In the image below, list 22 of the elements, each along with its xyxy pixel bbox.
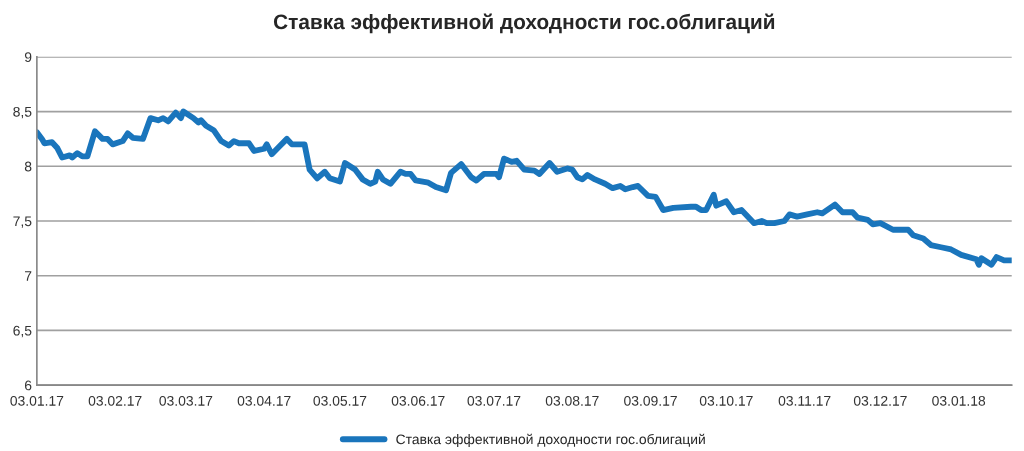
y-tick-label: 7 — [24, 271, 32, 281]
legend-label: Ставка эффективной доходности гос.облигаций — [396, 433, 705, 447]
x-tick-label: 03.06.17 — [391, 395, 445, 406]
x-tick-label: 03.01.17 — [10, 395, 64, 406]
x-tick-label: 03.07.17 — [467, 395, 521, 406]
y-tick-label: 8,5 — [13, 106, 32, 119]
x-tick-label: 03.04.17 — [237, 395, 291, 406]
chart-title: Ставка эффективной доходности гос.облигаций — [273, 13, 775, 34]
x-tick-label: 03.02.17 — [88, 395, 142, 406]
y-tick-label: 8 — [24, 161, 32, 172]
y-tick-label: 6,5 — [13, 325, 32, 338]
x-tick-label: 03.05.17 — [313, 395, 367, 406]
y-tick-label: 7,5 — [13, 216, 32, 228]
y-tick-label: 6 — [24, 380, 32, 391]
x-tick-label: 03.08.17 — [545, 395, 599, 406]
x-tick-label: 03.01.18 — [932, 395, 986, 406]
x-tick-label: 03.09.17 — [624, 395, 677, 406]
x-tick-label: 03.11.17 — [778, 395, 831, 406]
x-tick-label: 03.12.17 — [853, 395, 907, 406]
x-tick-label: 03.03.17 — [159, 395, 213, 406]
x-tick-label: 03.10.17 — [699, 395, 753, 406]
y-tick-label: 9 — [24, 52, 32, 62]
